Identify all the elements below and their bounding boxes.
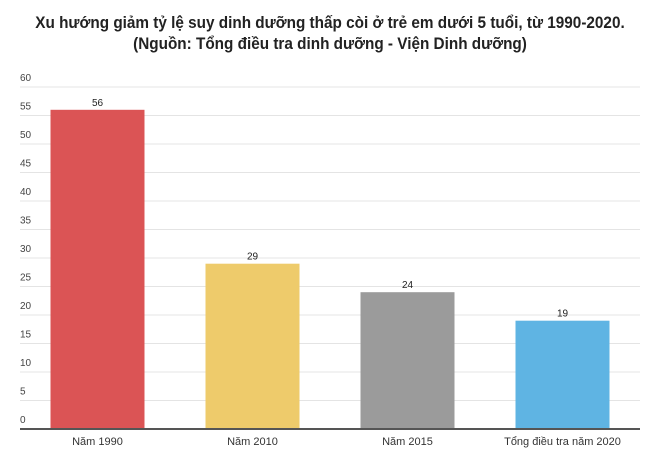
x-tick-label: Tổng điều tra năm 2020 xyxy=(504,436,621,448)
y-tick-label: 50 xyxy=(20,130,32,141)
y-tick-label: 35 xyxy=(20,216,32,227)
data-label: 56 xyxy=(92,98,104,109)
data-label: 19 xyxy=(557,309,569,320)
y-tick-label: 45 xyxy=(20,159,32,170)
bar xyxy=(50,109,145,430)
data-label: 24 xyxy=(402,280,414,291)
chart-subtitle: (Nguồn: Tổng điều tra dinh dưỡng - Viện … xyxy=(133,34,527,53)
y-tick-label: 25 xyxy=(20,273,32,284)
bar xyxy=(205,263,300,429)
y-tick-label: 5 xyxy=(20,387,26,398)
y-tick-label: 55 xyxy=(20,102,32,113)
x-tick-label: Năm 2010 xyxy=(227,436,278,448)
x-tick-label: Năm 1990 xyxy=(72,436,123,448)
x-tick-label: Năm 2015 xyxy=(382,436,433,448)
y-tick-label: 15 xyxy=(20,330,32,341)
chart-title: Xu hướng giảm tỷ lệ suy dinh dưỡng thấp … xyxy=(33,12,627,54)
y-tick-label: 30 xyxy=(20,244,32,255)
chart-title-line: Xu hướng giảm tỷ lệ suy dinh dưỡng thấp … xyxy=(35,13,625,32)
y-tick-label: 60 xyxy=(20,73,32,84)
bar xyxy=(360,292,455,429)
y-tick-label: 0 xyxy=(20,415,26,426)
bar xyxy=(515,320,610,429)
y-tick-label: 40 xyxy=(20,187,32,198)
y-tick-label: 10 xyxy=(20,358,32,369)
data-label: 29 xyxy=(247,252,259,263)
y-tick-label: 20 xyxy=(20,301,32,312)
